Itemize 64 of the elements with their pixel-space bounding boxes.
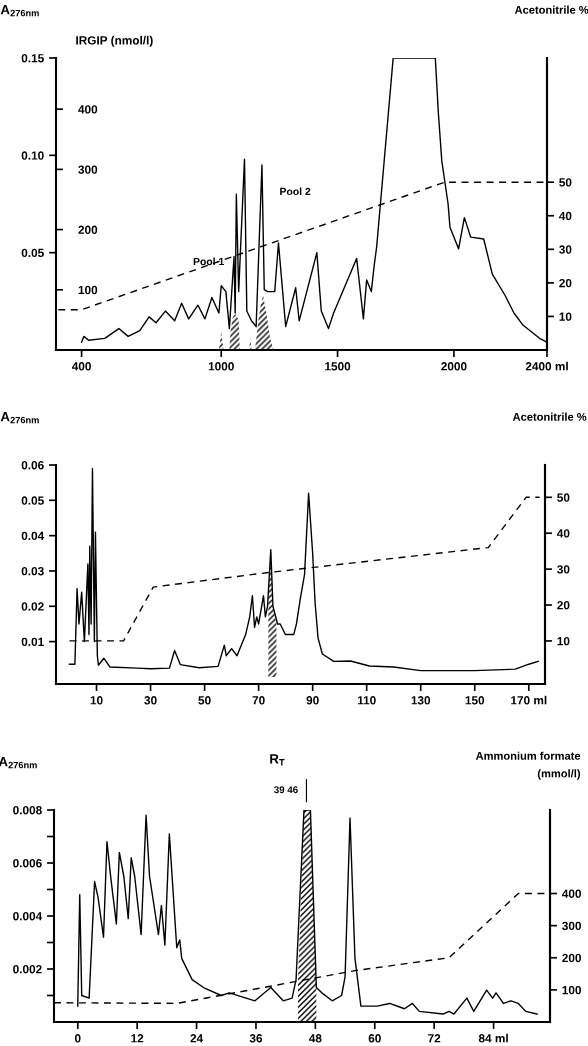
- x-tick-label: 400: [71, 362, 91, 371]
- y2-tick-label: 20: [557, 601, 570, 610]
- x-tick-label: 0: [74, 1034, 81, 1043]
- x-tick-label: 30: [144, 696, 157, 705]
- y3-axis-title: IRGIP (nmol/l): [76, 35, 153, 47]
- y2-tick-label: 400: [561, 889, 582, 898]
- y-tick-label: 0.06: [21, 461, 44, 470]
- y-tick-label: 0.03: [21, 567, 44, 576]
- y-tick-label: 0.10: [21, 151, 44, 160]
- y-tick-label: 0.05: [21, 248, 44, 258]
- y2-tick-label: 300: [562, 921, 582, 931]
- y-tick-label: 0.004: [13, 912, 43, 921]
- y-tick-label: 0.15: [21, 54, 44, 63]
- y2-tick-label: 200: [562, 953, 582, 963]
- x-tick-label: 2400 ml: [525, 361, 568, 371]
- text: R$_{T}$: [270, 754, 285, 766]
- y2-tick-label: 50: [557, 493, 570, 502]
- x-tick-label: 130: [411, 696, 431, 705]
- y2-axis-title: Acetonitrile %: [514, 5, 588, 14]
- y3-tick-label: 400: [78, 105, 98, 114]
- y2-tick-label: 100: [562, 985, 582, 995]
- y-tick-label: 0.04: [21, 531, 45, 541]
- y-tick-label: 0.006: [13, 859, 42, 868]
- y-tick-label: 0.02: [21, 602, 44, 611]
- y2-tick-label: 20: [559, 278, 572, 288]
- y3-tick-label: 300: [78, 165, 98, 174]
- y-tick-label: 0.05: [21, 496, 44, 505]
- x-tick-label: 50: [198, 696, 211, 705]
- line-series: [68, 467, 539, 672]
- annotation: Pool 1: [193, 257, 224, 266]
- x-tick-label: 72: [428, 1034, 441, 1043]
- x-tick-label: 1500: [325, 362, 351, 371]
- x-tick-label: 110: [357, 696, 376, 705]
- y-axis-title: A$_{276nm}$: [0, 412, 39, 424]
- y-axis-title: A$_{276nm}$: [0, 5, 39, 17]
- y2-tick-label: 30: [557, 565, 570, 574]
- x-tick-label: 1000: [208, 362, 234, 371]
- y2-tick-label: 10: [557, 636, 570, 646]
- x-tick-label: 84 ml: [478, 1033, 508, 1043]
- y2-tick-label: 50: [559, 178, 572, 187]
- x-tick-label: 10: [90, 696, 103, 705]
- y2-axis-title: Acetonitrile %: [512, 412, 587, 421]
- x-tick-label: 2000: [441, 362, 467, 371]
- y2-axis-title: Ammonium formate (mmol/l): [475, 751, 581, 780]
- annotation: Pool 2: [280, 187, 311, 196]
- y2-tick-label: 30: [559, 245, 572, 254]
- x-tick-label: 90: [306, 696, 319, 705]
- y2-tick-label: 40: [556, 529, 570, 538]
- x-tick-label: 70: [252, 696, 265, 705]
- y2-tick-label: 10: [559, 312, 572, 321]
- x-tick-label: 60: [368, 1034, 381, 1043]
- y-tick-label: 0.008: [13, 806, 42, 815]
- annotation: 39 46: [274, 786, 298, 794]
- y-tick-label: 0.01: [21, 637, 44, 647]
- x-tick-label: 48: [308, 1034, 322, 1043]
- x-tick-label: 170 ml: [511, 695, 547, 705]
- x-tick-label: 24: [190, 1034, 204, 1043]
- y-tick-label: 0.002: [13, 965, 42, 974]
- y3-tick-label: 100: [78, 285, 98, 295]
- y2-tick-label: 40: [558, 211, 572, 221]
- y3-tick-label: 200: [78, 225, 98, 234]
- x-tick-label: 12: [131, 1034, 144, 1043]
- x-tick-label: 150: [465, 696, 485, 705]
- x-tick-label: 36: [249, 1034, 263, 1043]
